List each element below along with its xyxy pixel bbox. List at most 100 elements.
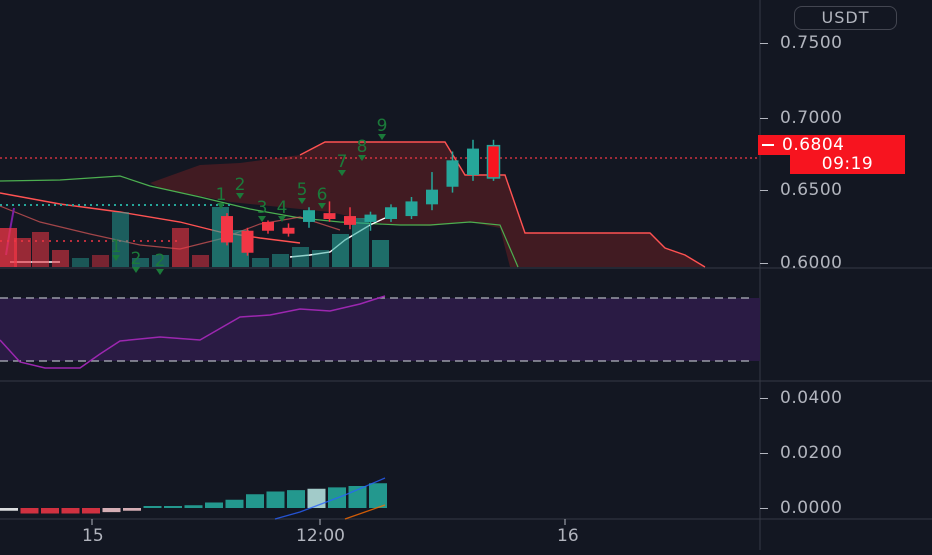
volume-bar <box>272 254 289 267</box>
bar-countdown-badge: 09:19 <box>790 154 905 174</box>
time-axis-label-15: 15 <box>82 526 104 546</box>
volume-bar <box>72 258 89 267</box>
candles <box>221 139 501 256</box>
volume-bar <box>152 255 169 267</box>
macd-bar <box>102 508 121 513</box>
candle <box>344 207 356 230</box>
volume-bar <box>132 258 149 267</box>
macd-bar <box>266 491 285 508</box>
rsi-band <box>0 298 760 361</box>
macd-tick <box>760 398 768 399</box>
volume-bar <box>312 250 329 267</box>
td-arrow-icon <box>156 269 164 275</box>
macd-bar <box>0 508 18 511</box>
candle-body <box>446 160 459 187</box>
td-count-label: 6 <box>317 185 328 205</box>
macd-bar <box>184 505 203 508</box>
last-price-value: 0.6804 <box>782 135 845 155</box>
macd-axis-label-0: 0.0400 <box>780 388 843 408</box>
candle-body <box>221 216 233 243</box>
candle-body <box>262 221 274 231</box>
volume-bar <box>192 255 209 267</box>
candle-body <box>405 201 418 217</box>
candle <box>221 213 233 246</box>
volume-bar <box>292 247 309 267</box>
td-arrow-icon <box>258 216 266 222</box>
td-arrow-icon <box>358 155 366 161</box>
rsi-line <box>0 295 386 369</box>
price-axis-label-0: 0.7500 <box>780 33 843 53</box>
candle-body <box>344 216 356 225</box>
candle-body <box>323 213 336 219</box>
volume-bar <box>172 228 189 267</box>
macd-bar <box>61 508 80 514</box>
td-count-label: 2 <box>155 251 166 271</box>
candle-body <box>486 144 501 179</box>
candle <box>467 139 479 181</box>
td-arrow-icon <box>298 198 306 204</box>
volume-bar <box>0 228 17 267</box>
macd-tick <box>760 508 768 509</box>
volume-bars <box>0 207 389 267</box>
macd-axis-label-1: 0.0200 <box>780 443 843 463</box>
td-count-label: 5 <box>297 180 308 200</box>
volume-bar <box>352 218 369 267</box>
price-tick <box>760 190 768 191</box>
candle <box>486 139 501 181</box>
td-count-label: 2 <box>131 249 142 269</box>
td-count-label: 9 <box>377 116 388 136</box>
volume-bar <box>32 232 49 267</box>
td-arrow-icon <box>217 203 225 209</box>
macd-axis-label-2: 0.0000 <box>780 498 843 518</box>
volume-bar <box>14 238 31 267</box>
macd-signal-line <box>344 504 386 520</box>
time-axis-label-16: 16 <box>557 526 579 546</box>
td-arrow-icon <box>278 216 286 222</box>
macd-bar <box>82 508 100 514</box>
candle <box>262 220 274 234</box>
macd-bar <box>307 488 326 508</box>
volume-bar <box>252 258 269 267</box>
cloud-span-b-line <box>0 175 519 268</box>
td-count-label: 1 <box>216 185 227 205</box>
candle-body <box>364 214 377 222</box>
macd-bar <box>225 499 244 508</box>
macd-histogram <box>0 483 387 514</box>
macd-tick <box>760 453 768 454</box>
macd-bar <box>41 508 59 514</box>
macd-bar <box>287 490 305 508</box>
candle-body <box>303 210 315 222</box>
volume-bar <box>92 255 109 267</box>
td-arrow-icon <box>318 203 326 209</box>
td-arrow-icon <box>378 134 386 140</box>
td-count-label: 7 <box>337 152 348 172</box>
candle-body <box>385 207 397 219</box>
candle-body <box>426 189 438 205</box>
last-price-dash <box>762 144 774 146</box>
price-axis-label-3: 0.6000 <box>780 253 843 273</box>
macd-bar <box>205 502 223 508</box>
candle <box>426 172 438 211</box>
price-tick <box>760 118 768 119</box>
currency-selector[interactable]: USDT <box>794 6 897 30</box>
volume-bar <box>372 240 389 267</box>
macd-bar <box>123 508 141 511</box>
td-arrow-icon <box>338 170 346 176</box>
volume-bar <box>332 234 349 267</box>
candle <box>303 207 315 228</box>
td-count-label: 1 <box>111 237 122 257</box>
price-axis-label-1: 0.7000 <box>780 108 843 128</box>
macd-bar <box>164 506 182 508</box>
macd-bar <box>143 506 162 508</box>
candle <box>241 227 254 256</box>
candle-body <box>241 230 254 253</box>
candle <box>405 197 418 219</box>
price-tick <box>760 263 768 264</box>
macd-line <box>274 477 386 520</box>
td-count-label: 8 <box>357 137 368 157</box>
time-axis-label-1200: 12:00 <box>296 526 345 546</box>
candle <box>446 151 459 193</box>
